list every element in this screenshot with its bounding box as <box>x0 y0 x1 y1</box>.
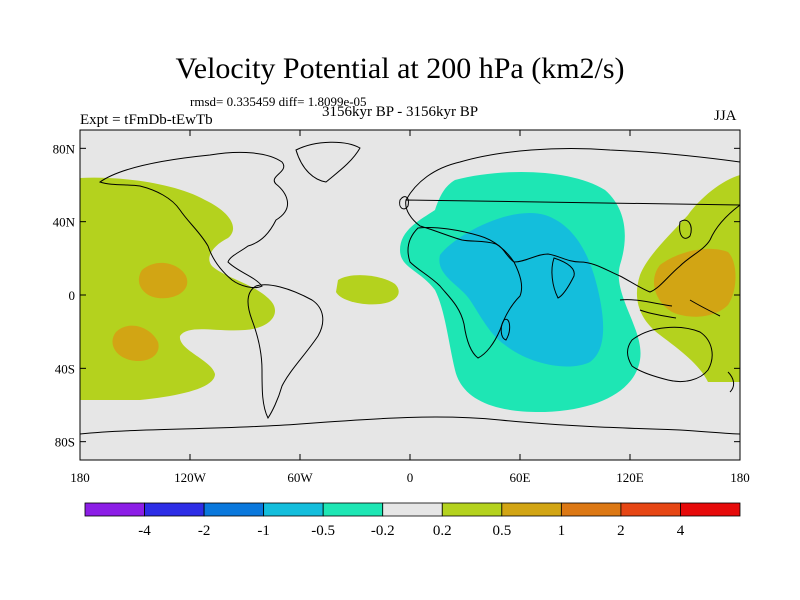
colorbar-label: 0.5 <box>492 523 511 539</box>
x-tick-label: 120E <box>616 470 644 485</box>
x-tick-label: 60E <box>510 470 531 485</box>
atlantic-patch <box>336 275 399 305</box>
x-tick-label: 60W <box>287 470 313 485</box>
coast-new-zealand <box>727 371 735 393</box>
y-tick-label: 40N <box>53 215 76 230</box>
x-tick-label: 180 <box>730 470 750 485</box>
colorbar-label: 4 <box>677 523 685 539</box>
coast-eurasia <box>405 148 740 293</box>
colorbar-label: -1 <box>257 523 270 539</box>
colorbar-label: -2 <box>198 523 211 539</box>
colorbar: -4 -2 -1 -0.5 -0.2 0.2 0.5 1 2 4 <box>84 502 741 539</box>
colorbar-label: -4 <box>138 523 151 539</box>
coast-madagascar <box>500 318 511 341</box>
coast-africa <box>407 227 523 359</box>
pacific-s-max <box>112 325 159 362</box>
colorbar-label: -0.2 <box>371 523 395 539</box>
y-tick-label: 80N <box>53 141 76 156</box>
colorbar-swatch <box>441 502 503 517</box>
x-tick-label: 120W <box>174 470 207 485</box>
colorbar-swatch <box>263 502 324 517</box>
colorbar-label: 2 <box>617 523 625 539</box>
colorbar-swatch <box>144 502 205 517</box>
colorbar-swatch <box>501 502 562 517</box>
coast-india <box>551 257 575 299</box>
y-tick-label: 80S <box>55 435 75 450</box>
colorbar-swatch <box>620 502 681 517</box>
colorbar-swatch <box>382 502 443 517</box>
x-tick-label: 0 <box>407 470 414 485</box>
coast-greenland <box>295 141 361 183</box>
stats-line: rmsd= 0.335459 diff= 1.8099e-05 <box>190 94 367 109</box>
season-label: JJA <box>714 108 737 124</box>
colorbar-swatch <box>203 502 265 517</box>
colorbar-swatch <box>84 502 145 517</box>
coastlines <box>80 141 740 435</box>
y-tick-label: 0 <box>69 288 76 303</box>
x-tick-label: 180 <box>70 470 90 485</box>
pacific-n-max <box>138 262 188 299</box>
colorbar-swatch <box>560 502 622 517</box>
colorbar-label: 0.2 <box>433 523 452 539</box>
coast-uk <box>399 196 409 210</box>
period-label: 3156kyr BP - 3156kyr BP <box>322 104 479 120</box>
x-axis: 180 120W 60W 0 60E 120E 180 <box>70 130 750 485</box>
colorbar-label: 1 <box>558 523 566 539</box>
coast-antarctica <box>80 416 740 435</box>
coast-australia <box>627 326 713 383</box>
map-title: Velocity Potential at 200 hPa (km2/s) <box>175 52 625 85</box>
coast-north-america <box>98 151 288 289</box>
western-pacific-max <box>653 248 736 317</box>
colorbar-label: -0.5 <box>311 523 335 539</box>
y-tick-label: 40S <box>55 361 75 376</box>
coast-indonesia <box>619 299 721 319</box>
coast-south-america <box>247 284 324 419</box>
contour-fills <box>80 171 740 413</box>
y-axis: 80N 40N 0 40S 80S <box>53 141 740 450</box>
coast-japan <box>679 219 692 239</box>
colorbar-swatch <box>322 502 384 517</box>
colorbar-swatch <box>680 502 741 517</box>
experiment-label: Expt = tFmDb-tEwTb <box>80 112 213 128</box>
